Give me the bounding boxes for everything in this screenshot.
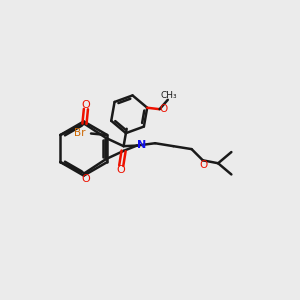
Text: O: O (159, 104, 167, 114)
Text: O: O (117, 165, 126, 175)
Text: O: O (82, 174, 90, 184)
Text: Br: Br (74, 128, 86, 138)
Text: O: O (199, 160, 208, 170)
Text: O: O (82, 100, 91, 110)
Text: N: N (137, 140, 146, 150)
Text: CH₃: CH₃ (160, 91, 177, 100)
